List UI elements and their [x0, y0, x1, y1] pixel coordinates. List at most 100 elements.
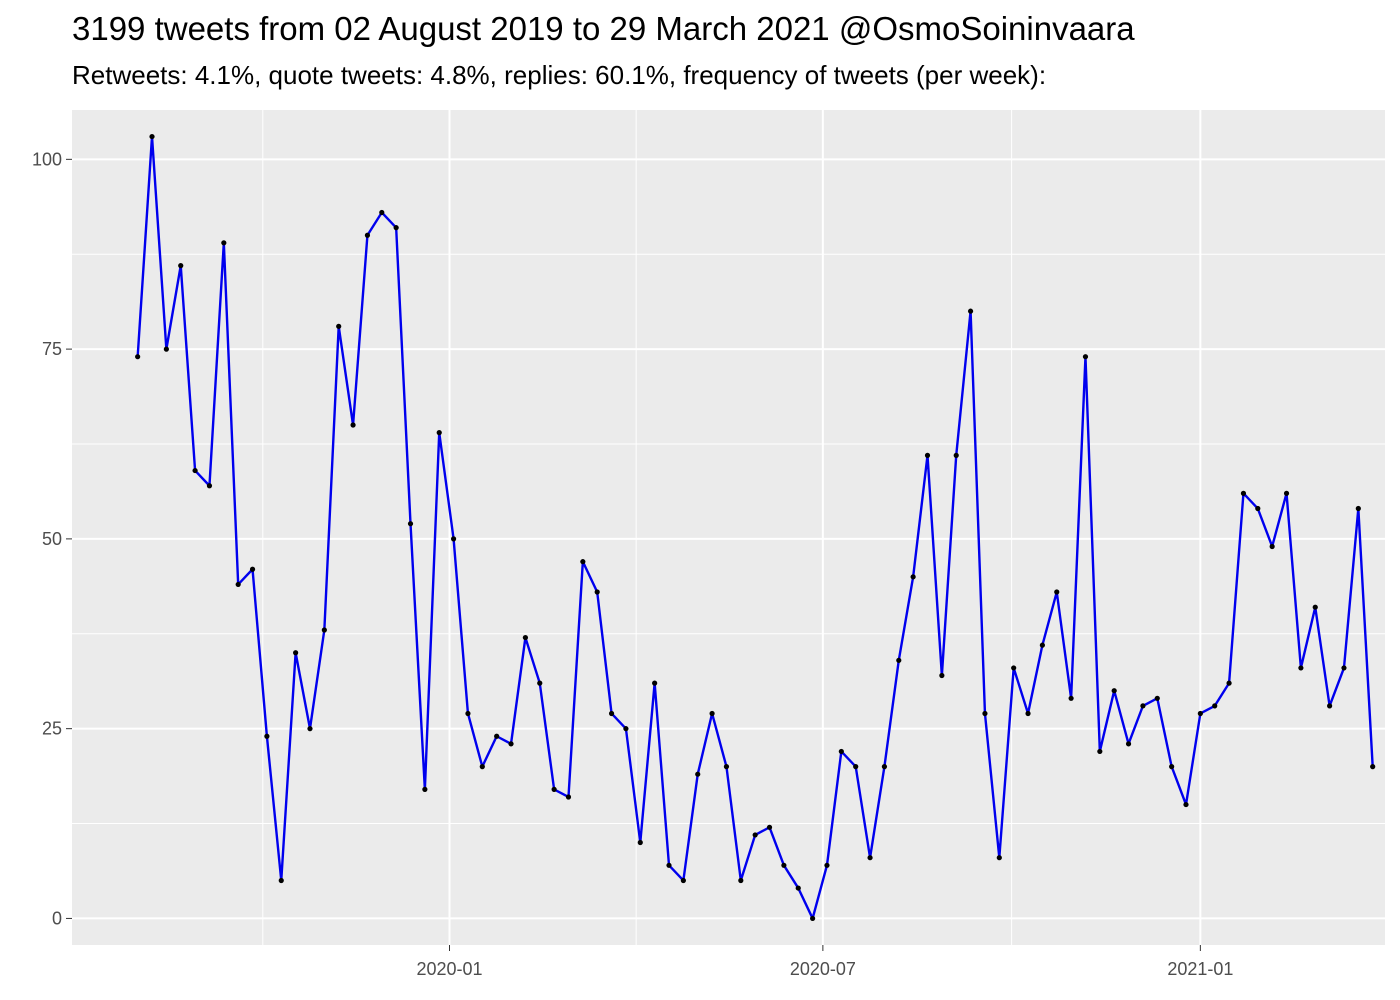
- data-point: [1011, 665, 1017, 671]
- data-point: [1226, 680, 1232, 686]
- data-point: [235, 581, 241, 588]
- data-point: [479, 764, 485, 770]
- x-tick-label: 2020-07: [790, 959, 856, 979]
- data-point: [982, 710, 988, 717]
- x-tick-label: 2021-01: [1167, 959, 1233, 979]
- data-point: [1298, 665, 1304, 671]
- data-point: [422, 786, 428, 792]
- data-point: [1082, 354, 1089, 360]
- data-point: [637, 839, 643, 846]
- data-point: [1154, 695, 1160, 701]
- data-point: [135, 354, 141, 360]
- data-point: [293, 650, 299, 656]
- data-point: [565, 794, 572, 800]
- data-point: [465, 710, 471, 717]
- data-point: [307, 726, 313, 732]
- data-point: [1097, 748, 1103, 755]
- data-point: [881, 764, 888, 770]
- data-point: [608, 710, 615, 717]
- data-point: [494, 733, 500, 739]
- data-point: [723, 764, 730, 770]
- data-point: [1355, 505, 1361, 512]
- data-point: [206, 483, 213, 489]
- data-point: [192, 467, 198, 474]
- data-point: [1240, 490, 1247, 496]
- data-point: [178, 263, 184, 269]
- data-point: [1341, 665, 1347, 671]
- major-gridlines: [72, 110, 1385, 945]
- data-point: [623, 726, 629, 732]
- data-point: [695, 771, 701, 777]
- data-point: [393, 225, 399, 231]
- data-point: [939, 672, 945, 679]
- data-point: [738, 877, 744, 884]
- data-point: [522, 634, 529, 641]
- data-point: [1327, 703, 1333, 709]
- data-point: [594, 589, 600, 595]
- data-point: [149, 133, 155, 140]
- data-point: [766, 824, 773, 830]
- chart-subtitle: Retweets: 4.1%, quote tweets: 4.8%, repl…: [72, 60, 1047, 90]
- axis-ticks: [66, 158, 1201, 951]
- plot-panel: [72, 110, 1385, 945]
- series-group: [135, 133, 1376, 922]
- data-point: [364, 232, 371, 238]
- data-point: [278, 877, 284, 884]
- data-point: [1125, 741, 1132, 747]
- data-point: [666, 862, 672, 868]
- data-point: [321, 627, 327, 633]
- data-point: [1068, 695, 1074, 701]
- y-tick-label: 25: [42, 719, 62, 739]
- data-point: [580, 559, 586, 565]
- data-point: [924, 452, 931, 458]
- data-point: [336, 323, 342, 329]
- x-axis-labels: 2020-01 2020-07 2021-01: [416, 959, 1233, 979]
- data-point: [996, 855, 1002, 861]
- data-point: [1312, 604, 1318, 610]
- data-point: [1283, 490, 1290, 496]
- y-axis-labels: 0 25 50 75 100: [32, 149, 62, 928]
- data-point: [537, 680, 543, 686]
- data-point: [1269, 543, 1275, 550]
- data-point: [967, 308, 974, 314]
- data-point: [1183, 801, 1189, 808]
- data-point: [853, 764, 859, 770]
- data-point: [680, 877, 686, 884]
- data-point: [1212, 703, 1218, 709]
- data-point: [652, 680, 658, 686]
- x-tick-label: 2020-01: [416, 959, 482, 979]
- y-tick-label: 75: [42, 339, 62, 359]
- data-point: [249, 566, 256, 572]
- chart-title: 3199 tweets from 02 August 2019 to 29 Ma…: [72, 10, 1135, 47]
- data-point: [910, 574, 916, 580]
- data-point: [1197, 710, 1203, 717]
- y-tick-label: 0: [52, 908, 62, 928]
- data-point: [781, 862, 787, 868]
- data-point: [1140, 703, 1146, 709]
- data-point: [709, 710, 715, 717]
- data-point: [1370, 764, 1376, 770]
- y-tick-label: 50: [42, 529, 62, 549]
- data-point: [508, 741, 514, 747]
- data-point: [379, 209, 385, 216]
- data-point: [867, 855, 873, 861]
- minor-gridlines: [72, 110, 1385, 945]
- data-point: [752, 832, 758, 838]
- y-tick-label: 100: [32, 149, 62, 169]
- data-point: [1025, 710, 1031, 717]
- data-point: [350, 422, 356, 428]
- data-point: [1039, 642, 1045, 648]
- data-point: [1255, 505, 1261, 512]
- data-point: [1054, 589, 1060, 595]
- data-point: [163, 346, 169, 352]
- data-point: [896, 657, 902, 663]
- data-point: [953, 452, 959, 458]
- data-point: [795, 885, 801, 891]
- data-point: [551, 786, 557, 792]
- data-point: [1111, 688, 1117, 694]
- data-point: [436, 430, 442, 436]
- data-point: [450, 536, 457, 542]
- data-point: [221, 240, 227, 246]
